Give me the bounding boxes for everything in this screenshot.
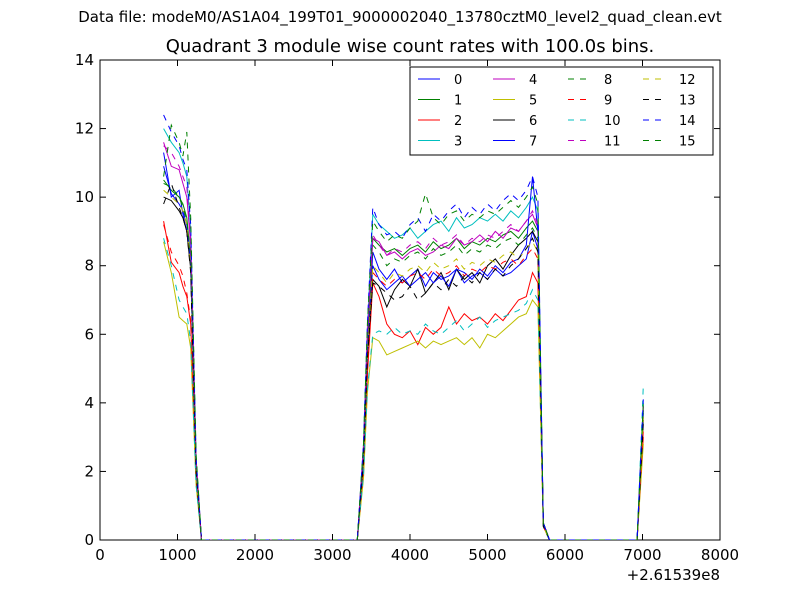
legend-entry-5: 5 — [493, 94, 537, 109]
y-tick-label: 4 — [84, 394, 94, 412]
legend-label: 14 — [679, 114, 696, 129]
legend-entry-11: 11 — [568, 135, 621, 150]
x-tick-label: 3000 — [313, 546, 351, 564]
legend-entry-9: 9 — [568, 94, 612, 109]
legend-label: 11 — [604, 135, 621, 150]
legend-entry-8: 8 — [568, 73, 612, 88]
legend-label: 0 — [454, 73, 462, 88]
series-line-11 — [163, 145, 644, 540]
legend-entry-6: 6 — [493, 114, 537, 129]
y-tick-label: 0 — [84, 531, 94, 549]
y-tick-label: 10 — [75, 188, 94, 206]
series-line-8 — [163, 182, 644, 540]
legend-entry-15: 15 — [643, 135, 696, 150]
y-tick-label: 6 — [84, 325, 94, 343]
legend-label: 6 — [529, 114, 537, 129]
y-tick-label: 2 — [84, 462, 94, 480]
legend-label: 13 — [679, 94, 696, 109]
legend-entry-7: 7 — [493, 135, 537, 150]
figure-suptitle: Data file: modeM0/AS1A04_199T01_90000020… — [78, 8, 722, 26]
series-layer — [163, 114, 644, 540]
legend-label: 4 — [529, 73, 537, 88]
series-line-4 — [163, 142, 644, 540]
x-tick-label: 0 — [95, 546, 105, 564]
x-offset-label: +2.61539e8 — [627, 566, 720, 584]
legend-label: 1 — [454, 94, 462, 109]
legend-label: 7 — [529, 135, 537, 150]
series-line-10 — [163, 238, 644, 540]
legend-entry-12: 12 — [643, 73, 696, 88]
x-tick-label: 8000 — [701, 546, 739, 564]
chart-title: Quadrant 3 module wise count rates with … — [165, 36, 655, 57]
legend-box — [409, 66, 714, 156]
legend-label: 15 — [679, 135, 696, 150]
x-tick-label: 1000 — [158, 546, 196, 564]
x-tick-label: 4000 — [391, 546, 429, 564]
legend-label: 3 — [454, 135, 462, 150]
x-tick-label: 2000 — [236, 546, 274, 564]
legend-label: 2 — [454, 114, 462, 129]
series-line-7 — [163, 166, 644, 540]
legend-label: 12 — [679, 73, 696, 88]
legend-label: 9 — [604, 94, 612, 109]
legend-label: 5 — [529, 94, 537, 109]
legend-entry-2: 2 — [418, 114, 462, 129]
ticks-layer: 0 1000 2000 3000 4000 5000 6000 7000 80000246810… — [75, 51, 739, 564]
legend-label: 10 — [604, 114, 621, 129]
series-line-15 — [163, 123, 644, 540]
legend-entry-0: 0 — [418, 73, 462, 88]
x-tick-label: 5000 — [468, 546, 506, 564]
series-line-2 — [163, 221, 644, 540]
series-line-14 — [163, 114, 644, 540]
legend-entry-4: 4 — [493, 73, 537, 88]
y-tick-label: 14 — [75, 51, 94, 69]
series-line-1 — [163, 179, 644, 540]
legend-entry-13: 13 — [643, 94, 696, 109]
legend-entry-14: 14 — [643, 114, 696, 129]
series-line-5 — [163, 241, 644, 540]
legend-entry-3: 3 — [418, 135, 462, 150]
x-tick-label: 7000 — [623, 546, 661, 564]
series-line-13 — [163, 181, 644, 540]
legend-entry-10: 10 — [568, 114, 621, 129]
x-tick-label: 6000 — [546, 546, 584, 564]
legend-label: 8 — [604, 73, 612, 88]
series-line-6 — [163, 196, 644, 540]
y-tick-label: 12 — [75, 120, 94, 138]
legend-entry-1: 1 — [418, 94, 462, 109]
y-tick-label: 8 — [84, 257, 94, 275]
